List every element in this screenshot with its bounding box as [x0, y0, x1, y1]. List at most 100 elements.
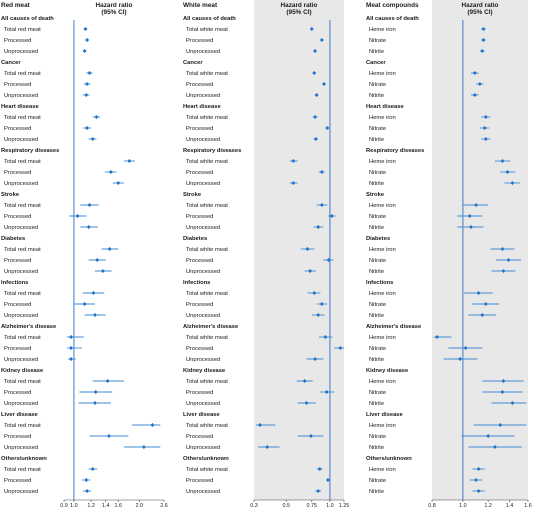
row-label: Unprocessed [4, 225, 38, 231]
group-label: All causes of death [183, 16, 236, 22]
hr-marker [483, 115, 488, 119]
hr-marker [105, 379, 110, 383]
hr-marker [314, 93, 319, 97]
hr-marker [313, 49, 318, 53]
hr-marker [482, 126, 487, 130]
group-label: Others/unknown [1, 456, 47, 462]
axis-title: Hazard ratio [281, 2, 318, 9]
row-label: Unprocessed [186, 93, 220, 99]
hr-marker [325, 126, 330, 130]
hr-marker [472, 93, 477, 97]
x-tick-label: 1.0 [459, 503, 467, 508]
hr-marker [116, 181, 121, 185]
hr-marker [474, 203, 479, 207]
group-label: Liver disease [366, 412, 404, 418]
row-label: Total white meat [186, 159, 228, 165]
group-label: Others/unknown [366, 456, 412, 462]
row-label: Unprocessed [186, 357, 220, 363]
x-tick-label: 1.4 [102, 503, 110, 508]
x-tick-label: 1.0 [70, 503, 78, 508]
hr-marker [463, 346, 468, 350]
group-label: Kidney disease [366, 368, 409, 374]
row-label: Total white meat [186, 335, 228, 341]
row-label: Total red meat [4, 291, 41, 297]
row-label: Nitrate [369, 38, 386, 44]
x-tick-label: 2.6 [160, 503, 168, 508]
row-label: Total white meat [186, 247, 228, 253]
row-label: Total white meat [186, 467, 228, 473]
row-label: Heme iron [369, 27, 396, 33]
hr-marker [480, 49, 485, 53]
hr-marker [483, 137, 488, 141]
x-tick-label: 1.6 [114, 503, 122, 508]
hr-marker [313, 357, 318, 361]
section-title: Red meat [1, 2, 31, 9]
hr-marker [319, 38, 324, 42]
hr-marker [141, 445, 146, 449]
row-label: Unprocessed [4, 269, 38, 275]
hr-marker [467, 214, 472, 218]
row-label: Processed [186, 214, 213, 220]
hr-marker [316, 489, 321, 493]
x-tick-label: 2.0 [136, 503, 144, 508]
hr-marker [324, 390, 329, 394]
row-label: Heme iron [369, 335, 396, 341]
hr-marker [472, 71, 477, 75]
hr-marker [326, 258, 331, 262]
row-label: Unprocessed [4, 137, 38, 143]
row-label: Total red meat [4, 203, 41, 209]
group-label: Stroke [183, 192, 202, 198]
group-label: Heart disease [183, 104, 221, 110]
row-label: Unprocessed [186, 269, 220, 275]
hr-marker [85, 82, 90, 86]
hr-marker [87, 203, 92, 207]
hr-marker [501, 379, 506, 383]
row-label: Processed [4, 478, 31, 484]
row-label: Processed [4, 82, 31, 88]
row-label: Total red meat [4, 247, 41, 253]
hr-marker [90, 467, 95, 471]
hr-marker [308, 269, 313, 273]
row-label: Processed [186, 302, 213, 308]
row-label: Heme iron [369, 115, 396, 121]
hr-marker [510, 181, 515, 185]
group-label: Cancer [1, 60, 21, 66]
group-label: Alzheimer's disease [183, 324, 239, 330]
hr-marker [75, 214, 80, 218]
row-label: Heme iron [369, 247, 396, 253]
row-label: Processed [186, 126, 213, 132]
hr-marker [338, 346, 343, 350]
row-label: Total white meat [186, 203, 228, 209]
hr-marker [291, 181, 296, 185]
row-label: Nitrite [369, 313, 384, 319]
row-label: Unprocessed [186, 313, 220, 319]
axis-title-ci: (95% CI) [467, 9, 492, 16]
hr-marker [500, 159, 505, 163]
row-label: Heme iron [369, 379, 396, 385]
group-label: Infections [183, 280, 210, 286]
row-label: Processed [4, 214, 31, 220]
row-label: Processed [4, 38, 31, 44]
group-label: Others/unknown [183, 456, 229, 462]
row-label: Unprocessed [186, 49, 220, 55]
group-label: Diabetes [366, 236, 390, 242]
group-label: Respiratory diseases [1, 148, 59, 154]
group-label: Kidney disease [1, 368, 44, 374]
hr-marker [317, 467, 322, 471]
group-label: All causes of death [366, 16, 419, 22]
row-label: Total red meat [4, 335, 41, 341]
row-label: Total red meat [4, 423, 41, 429]
row-label: Nitrite [369, 137, 384, 143]
row-label: Nitrite [369, 181, 384, 187]
hr-marker [480, 313, 485, 317]
hr-marker [312, 291, 317, 295]
x-tick-label: 1.0 [326, 503, 334, 508]
axis-title-ci: (95% CI) [101, 9, 126, 16]
row-label: Processed [4, 390, 31, 396]
row-label: Nitrate [369, 82, 386, 88]
hr-marker [468, 225, 473, 229]
row-label: Unprocessed [4, 401, 38, 407]
row-label: Processed [186, 38, 213, 44]
hr-marker [501, 269, 506, 273]
hr-marker [85, 38, 90, 42]
